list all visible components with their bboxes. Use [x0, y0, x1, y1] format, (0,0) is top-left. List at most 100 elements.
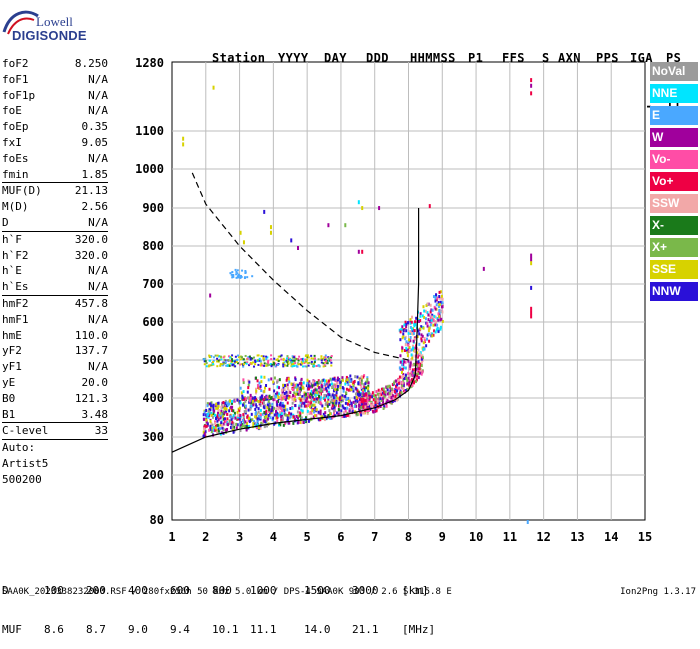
- echo-point: [269, 404, 272, 408]
- echo-point: [317, 388, 320, 392]
- echo-point: [397, 393, 400, 397]
- echo-point: [366, 399, 369, 403]
- echo-point: [351, 387, 354, 391]
- echo-point: [301, 409, 304, 413]
- echo-point: [306, 378, 309, 382]
- echo-point: [283, 392, 286, 396]
- echo-point: [217, 429, 220, 433]
- echo-point: [399, 360, 402, 364]
- echo-point: [310, 360, 313, 363]
- echo-point: [327, 357, 330, 360]
- echo-point: [250, 412, 253, 416]
- echo-point: [281, 404, 284, 408]
- echo-point: [433, 305, 436, 309]
- echo-point: [212, 429, 215, 433]
- x-tick-label: 6: [337, 530, 344, 544]
- echo-point: [424, 317, 427, 321]
- echo-point: [408, 374, 411, 378]
- echo-point: [356, 375, 359, 379]
- echo-point: [237, 273, 240, 276]
- echo-point: [352, 381, 355, 385]
- echo-point: [309, 392, 312, 396]
- echo-point: [299, 414, 302, 418]
- echo-point: [256, 359, 259, 362]
- echo-point: [224, 428, 227, 432]
- echo-point: [305, 360, 308, 363]
- echo-point: [367, 386, 370, 390]
- echo-point: [392, 394, 395, 398]
- echo-point: [355, 404, 358, 408]
- echo-point: [367, 402, 370, 406]
- echo-point: [438, 303, 441, 307]
- echo-point: [222, 422, 225, 426]
- echo-point: [428, 204, 431, 209]
- echo-point: [273, 376, 276, 380]
- echo-point: [236, 276, 239, 279]
- echo-point: [242, 397, 245, 401]
- echo-point: [401, 381, 404, 385]
- echo-point: [224, 405, 227, 409]
- echo-point: [406, 382, 409, 386]
- echo-point: [249, 404, 252, 408]
- echo-point: [254, 407, 257, 411]
- echo-point: [313, 364, 316, 367]
- param-separator: [2, 439, 108, 441]
- legend-entry-vo-: Vo-: [650, 150, 698, 169]
- echo-point: [419, 371, 422, 375]
- echo-point: [360, 381, 363, 385]
- echo-point: [236, 269, 239, 272]
- echo-point: [530, 78, 533, 83]
- echo-point: [341, 386, 344, 390]
- x-tick-label: 5: [304, 530, 311, 544]
- d-row-cell: 3000: [352, 584, 379, 597]
- echo-point: [323, 396, 326, 400]
- echo-point: [266, 362, 269, 365]
- echo-point: [438, 290, 441, 294]
- echo-point: [390, 395, 393, 399]
- echo-point: [290, 382, 293, 386]
- echo-point: [279, 406, 282, 410]
- echo-point: [313, 362, 316, 365]
- param-value: 320.0: [74, 248, 108, 262]
- echo-point: [439, 318, 442, 322]
- echo-point: [323, 356, 326, 359]
- echo-point: [292, 393, 295, 397]
- echo-point: [397, 381, 400, 385]
- echo-point: [399, 330, 402, 334]
- echo-point: [266, 356, 269, 359]
- echo-point: [359, 410, 362, 414]
- echo-point: [388, 394, 391, 398]
- echo-point: [254, 391, 257, 395]
- echo-point: [353, 396, 356, 400]
- echo-point: [303, 362, 306, 365]
- echo-point: [275, 400, 278, 404]
- echo-point: [253, 420, 256, 424]
- echo-point: [341, 394, 344, 398]
- echo-point: [380, 398, 383, 402]
- echo-point: [411, 344, 414, 348]
- echo-point: [262, 419, 265, 423]
- echo-point: [233, 411, 236, 415]
- echo-point: [214, 424, 217, 428]
- echo-point: [311, 409, 314, 413]
- echo-point: [368, 391, 371, 395]
- echo-point: [210, 422, 213, 426]
- echo-point: [441, 310, 444, 314]
- echo-point: [253, 399, 256, 403]
- echo-point: [296, 386, 299, 390]
- echo-point: [322, 414, 325, 418]
- echo-point: [327, 356, 330, 359]
- echo-point: [270, 358, 273, 361]
- file-info: SAA0K_2023338232000.RSF / 280fx256h 50 k…: [2, 587, 452, 597]
- echo-point: [429, 310, 432, 314]
- echo-point: [323, 364, 326, 367]
- echo-point: [279, 401, 282, 405]
- echo-point: [222, 356, 225, 359]
- echo-point: [254, 360, 257, 363]
- echo-point: [326, 400, 329, 404]
- param-label: h`F2: [2, 248, 29, 262]
- echo-point: [316, 384, 319, 388]
- echo-point: [240, 426, 243, 430]
- header-label-11: PS: [666, 51, 682, 65]
- echo-point: [221, 426, 224, 430]
